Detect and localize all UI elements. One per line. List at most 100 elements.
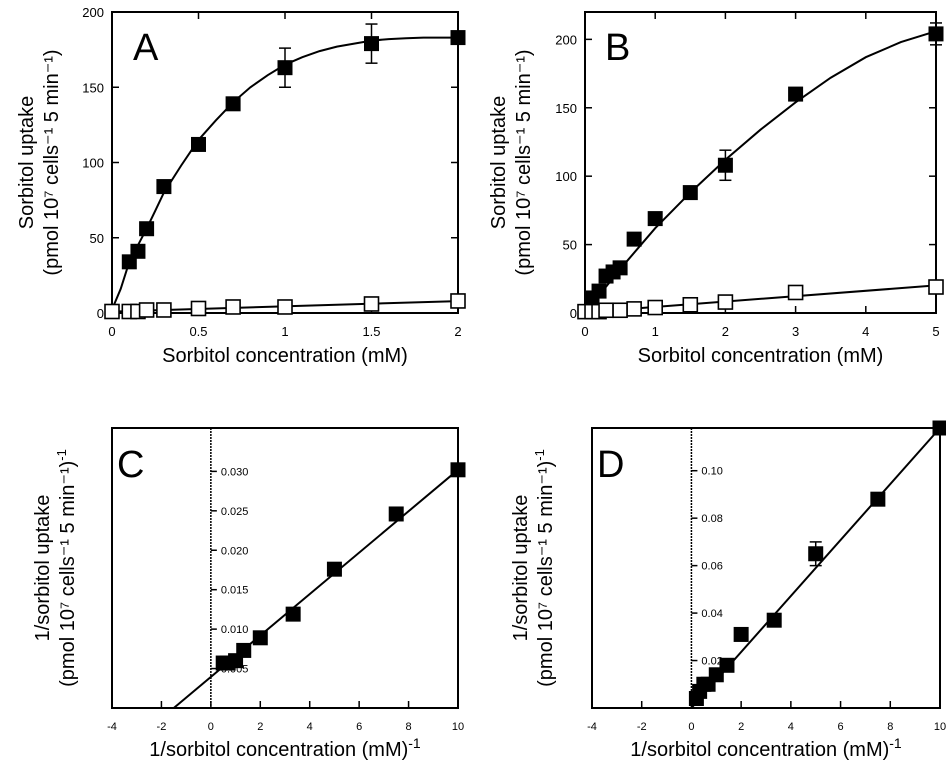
fit-curve <box>584 30 937 314</box>
data-point-filled <box>139 221 155 237</box>
data-point-open <box>598 302 614 319</box>
series-open <box>104 293 466 320</box>
data-point-filled <box>285 606 301 622</box>
x-tick-label: 5 <box>932 324 939 339</box>
data-point-filled <box>733 626 749 642</box>
plot-frame <box>584 11 937 314</box>
panel-letter-d: D <box>597 444 624 486</box>
x-tick-label: 8 <box>406 721 412 733</box>
data-point-filled <box>450 30 466 46</box>
panel-letter-c: C <box>117 444 144 486</box>
plot-frame <box>591 427 941 709</box>
x-tick-label: 3 <box>792 324 799 339</box>
y-axis-title-line2: (pmol 10⁷ cells⁻¹ 5 min⁻¹) <box>41 49 63 275</box>
y-tick-label: 100 <box>82 156 104 171</box>
x-tick-label: 8 <box>887 721 893 733</box>
data-point-open <box>928 279 944 295</box>
x-tick-label: 10 <box>452 721 464 733</box>
series-filled <box>688 420 946 709</box>
data-point-filled <box>719 657 735 673</box>
data-point-open <box>612 302 628 319</box>
data-point-filled <box>788 86 804 102</box>
y-axis-title-sup: -1 <box>532 449 547 461</box>
x-tick-label: 2 <box>738 721 744 733</box>
x-tick-label: 0 <box>208 721 214 733</box>
x-tick-label: 2 <box>454 324 461 339</box>
panel-b: 0 50 100 150 200 0 1 2 3 4 5 Sorbitol concentration… <box>488 11 944 367</box>
y-tick-label: 0.020 <box>221 545 249 557</box>
data-point-open <box>138 302 155 318</box>
y-tick-label: 0.02 <box>701 656 722 668</box>
data-point-open <box>626 301 642 317</box>
y-tick-label: 200 <box>82 5 104 20</box>
data-point-open <box>104 303 120 320</box>
data-point-filled <box>326 561 342 577</box>
x-tick-label: 6 <box>356 721 362 733</box>
data-point-filled <box>450 462 466 478</box>
plot-frame <box>111 427 459 709</box>
y-tick-label: 50 <box>563 238 577 253</box>
y-axis-title-line1: Sorbitol uptake <box>488 96 510 229</box>
data-point-filled <box>252 630 268 646</box>
y-tick-label: 0.08 <box>701 513 722 525</box>
data-point-filled <box>236 642 252 658</box>
data-point-filled <box>808 546 824 562</box>
y-axis-title-line1: 1/sorbitol uptake <box>510 495 532 642</box>
y-tick-label: 0.010 <box>221 624 249 636</box>
data-point-open <box>277 299 293 315</box>
data-point-filled <box>766 612 782 628</box>
panel-c: 0.0050.0100.0150.0200.0250.030-4-2024681… <box>32 427 466 761</box>
x-tick-label: 4 <box>307 721 313 733</box>
y-tick-label: 0.04 <box>701 608 722 620</box>
y-axis-title-line2: (pmol 10⁷ cells⁻¹ 5 min⁻¹) <box>513 49 535 275</box>
x-tick-label: 2 <box>257 721 263 733</box>
x-tick-label: 0 <box>581 324 588 339</box>
data-point-filled <box>130 243 146 259</box>
data-point-filled <box>870 491 886 507</box>
y-tick-label: 0.025 <box>221 506 249 518</box>
panel-a: 0 50 100 150 200 0 0.5 1 1.5 2 Sorbitol concentrat… <box>16 5 466 367</box>
y-tick-label: 0.030 <box>221 466 249 478</box>
data-point-filled <box>932 420 946 436</box>
x-tick-label: -4 <box>107 721 117 733</box>
y-tick-label: 0.015 <box>221 585 249 597</box>
data-point-filled <box>388 506 404 522</box>
y-axis-title-line1: 1/sorbitol uptake <box>32 495 54 642</box>
y-tick-label: 150 <box>555 101 577 116</box>
series-filled <box>112 23 466 306</box>
x-axis-title: 1/sorbitol concentration (mM)-1 <box>149 735 421 761</box>
data-point-open <box>717 294 734 310</box>
panel-d: 0.02 0.04 0.06 0.08 0.10 -4 -2 0 2 4 6 8 10 1/sorbito… <box>510 420 946 761</box>
x-tick-label: -4 <box>587 721 597 733</box>
y-tick-label: 200 <box>555 32 577 47</box>
y-tick-label: 0.06 <box>701 561 722 573</box>
x-tick-label: 0.5 <box>189 324 207 339</box>
data-point-open <box>450 293 466 309</box>
data-point-filled <box>928 26 944 42</box>
data-point-open <box>190 300 207 317</box>
series-filled <box>584 22 944 314</box>
y-axis-title-line2: (pmol 10⁷ cells⁻¹ 5 min⁻¹)-1 <box>54 449 79 687</box>
y-tick-label: 150 <box>82 80 104 95</box>
x-tick-label: -2 <box>637 721 647 733</box>
data-point-open <box>225 299 241 315</box>
x-axis-title: 1/sorbitol concentration (mM)-1 <box>630 735 902 761</box>
x-axis-title: Sorbitol concentration (mM) <box>638 345 884 367</box>
y-tick-label: 0 <box>570 306 577 321</box>
panel-letter-a: A <box>133 27 159 69</box>
y-tick-label: 100 <box>555 169 577 184</box>
fit-line <box>584 284 937 314</box>
data-point-filled <box>364 36 379 52</box>
x-axis-title-sup: -1 <box>889 735 902 751</box>
series-filled <box>173 462 466 709</box>
x-tick-label: 1 <box>281 324 288 339</box>
series-open <box>577 279 944 320</box>
y-tick-label: 0.10 <box>701 466 722 478</box>
fit-curve <box>112 36 458 306</box>
x-tick-label: 2 <box>722 324 729 339</box>
x-tick-label: 1 <box>652 324 659 339</box>
y-tick-label: 0 <box>97 306 104 321</box>
data-point-open <box>787 284 804 301</box>
data-point-filled <box>225 96 241 112</box>
